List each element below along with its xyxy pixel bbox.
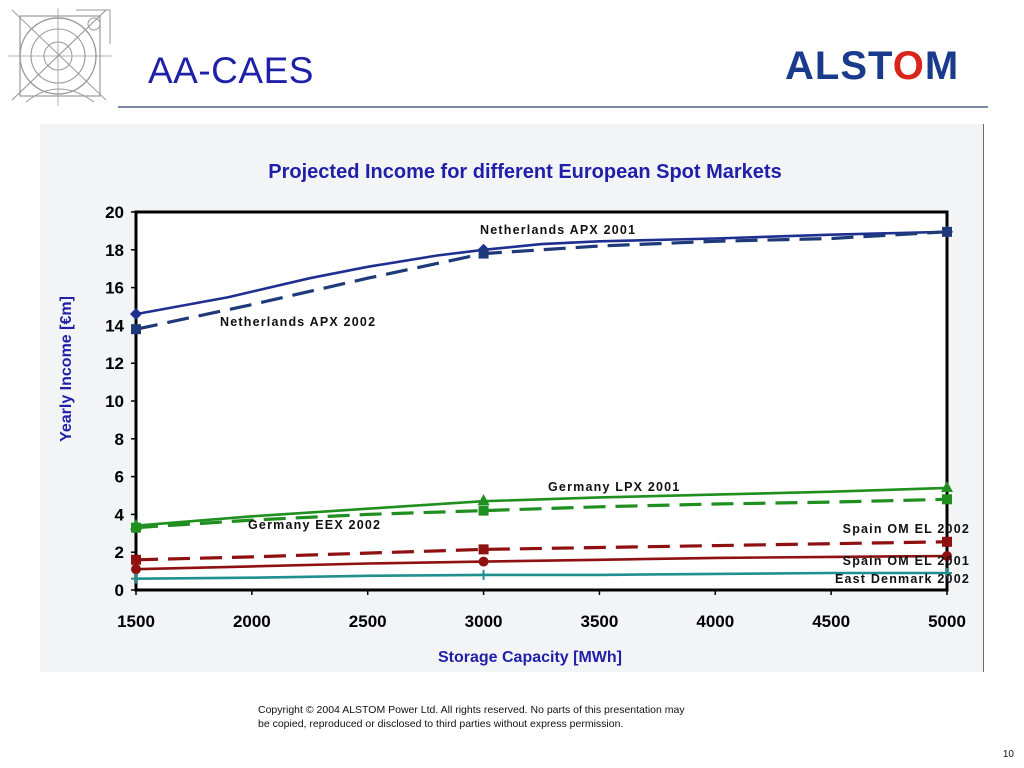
y-tick-label: 16 xyxy=(105,279,124,298)
copyright-line-2: be copied, reproduced or disclosed to th… xyxy=(258,718,624,730)
x-tick-label: 5000 xyxy=(928,612,966,631)
y-tick-label: 0 xyxy=(115,581,124,600)
income-line-chart: Projected Income for different European … xyxy=(58,161,970,666)
y-tick-label: 10 xyxy=(105,392,124,411)
page-number: 10 xyxy=(1002,749,1014,760)
data-point xyxy=(131,522,141,533)
brand-suffix: M xyxy=(924,44,960,88)
data-point xyxy=(942,226,952,237)
x-tick-label: 4000 xyxy=(696,612,734,631)
y-tick-label: 12 xyxy=(105,354,124,373)
series-label: Germany EEX 2002 xyxy=(248,518,381,532)
data-point xyxy=(942,536,952,547)
y-tick-label: 4 xyxy=(115,505,125,524)
slide-title: AA-CAES xyxy=(148,50,314,91)
series-label: Netherlands APX 2001 xyxy=(480,223,636,237)
data-point xyxy=(478,544,489,555)
data-point xyxy=(131,324,141,335)
series-line xyxy=(135,554,948,571)
series-label: Netherlands APX 2002 xyxy=(220,315,376,329)
series-label: Spain OM EL 2001 xyxy=(843,554,970,568)
brand-accent-letter: O xyxy=(892,44,925,88)
plot-area-frame xyxy=(134,210,949,592)
series-label: Germany LPX 2001 xyxy=(548,480,680,494)
data-point xyxy=(478,569,489,580)
chart-panel-edge xyxy=(983,124,984,672)
data-point xyxy=(477,494,490,506)
plot-layer: 0 2 4 6 8 10 12 14 16 18 20 1500 2000 2500 3000 3500 400… xyxy=(105,203,970,631)
series-label: Spain OM EL 2002 xyxy=(843,522,970,536)
x-tick-label: 3000 xyxy=(465,612,503,631)
brand-prefix: ALST xyxy=(785,44,893,88)
data-point xyxy=(478,556,489,567)
data-point xyxy=(478,505,489,516)
x-tick-label: 2500 xyxy=(349,612,387,631)
title-divider xyxy=(118,106,988,108)
series-line xyxy=(135,486,948,527)
data-point xyxy=(131,554,141,565)
data-point xyxy=(942,494,952,505)
y-tick-label: 6 xyxy=(115,468,124,487)
alstom-logo: ALSTOM xyxy=(785,44,959,89)
x-tick-label: 2000 xyxy=(233,612,271,631)
series-line xyxy=(135,497,948,530)
data-point xyxy=(942,567,952,578)
data-point xyxy=(131,564,141,575)
x-tick-label: 3500 xyxy=(581,612,619,631)
y-tick-label: 8 xyxy=(115,430,124,449)
series-line xyxy=(135,540,948,562)
series-label: East Denmark 2002 xyxy=(835,572,970,586)
alstom-emblem-icon xyxy=(8,8,112,106)
chart-title: Projected Income for different European … xyxy=(268,161,781,183)
x-axis-label: Storage Capacity [MWh] xyxy=(438,649,622,666)
copyright-notice: Copyright © 2004 ALSTOM Power Ltd. All r… xyxy=(258,703,758,731)
series-line xyxy=(135,571,947,580)
series-line xyxy=(135,230,948,331)
y-tick-label: 20 xyxy=(105,203,124,222)
y-tick-label: 18 xyxy=(105,241,124,260)
data-point xyxy=(941,480,953,492)
data-point xyxy=(478,248,489,259)
x-tick-label: 1500 xyxy=(117,612,155,631)
data-point xyxy=(130,308,142,321)
data-point xyxy=(942,550,952,561)
y-tick-label: 14 xyxy=(105,316,124,335)
copyright-line-1: Copyright © 2004 ALSTOM Power Ltd. All r… xyxy=(258,704,685,716)
y-axis-label: Yearly Income [€m] xyxy=(58,296,75,442)
y-tick-label: 2 xyxy=(115,543,124,562)
x-tick-label: 4500 xyxy=(812,612,850,631)
data-point xyxy=(131,573,141,584)
